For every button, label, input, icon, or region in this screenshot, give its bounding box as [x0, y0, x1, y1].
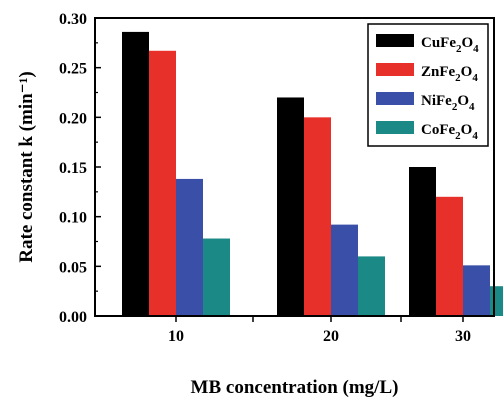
y-tick-label: 0.00	[59, 309, 87, 326]
legend-swatch-nife	[376, 92, 414, 105]
legend-swatch-znfe	[376, 63, 414, 76]
legend-label-znfe: ZnFe2O4	[421, 64, 478, 84]
bar-cofe-10	[203, 238, 230, 316]
legend-swatch-cufe	[376, 34, 414, 47]
bar-nife-10	[176, 178, 203, 316]
x-tick-label: 10	[168, 328, 184, 345]
bar-znfe-20	[304, 117, 331, 316]
bar-cufe-10	[122, 31, 149, 316]
bar-nife-20	[331, 224, 358, 316]
bar-cufe-30	[409, 167, 436, 316]
legend-label-nife: NiFe2O4	[421, 93, 475, 113]
x-axis-title: MB concentration (mg/L)	[191, 377, 399, 398]
bar-cofe-20	[358, 256, 385, 316]
bar-cofe-30	[490, 286, 503, 316]
y-tick-label: 0.25	[59, 61, 87, 78]
bar-znfe-30	[436, 196, 463, 316]
bar-series	[122, 31, 503, 316]
legend-label-cufe: CuFe2O4	[421, 35, 479, 55]
bar-znfe-10	[149, 50, 176, 316]
y-tick-label: 0.30	[59, 11, 87, 28]
bar-nife-30	[463, 265, 490, 316]
y-tick-label: 0.10	[59, 210, 87, 227]
bar-cufe-20	[277, 97, 304, 316]
legend-swatch-cofe	[376, 121, 414, 134]
x-tick-label: 20	[323, 328, 339, 345]
legend: CuFe2O4 ZnFe2O4 NiFe2O4 CoFe2O4	[367, 23, 489, 147]
y-tick-label: 0.20	[59, 110, 87, 127]
legend-label-cofe: CoFe2O4	[421, 122, 478, 142]
y-tick-label: 0.05	[59, 259, 87, 276]
x-tick-label: 30	[455, 328, 471, 345]
y-tick-label: 0.15	[59, 160, 87, 177]
y-axis-title: Rate constant k (min⁻¹)	[16, 71, 37, 262]
x-axis-ticks: 10 20 30	[168, 316, 471, 345]
plot-frame	[94, 17, 495, 317]
